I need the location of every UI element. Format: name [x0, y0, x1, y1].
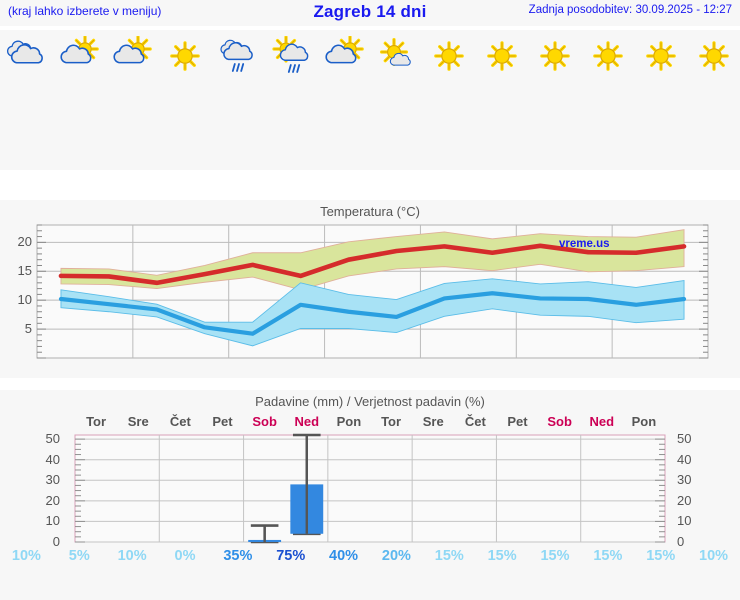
precipitation-day-label: Sob	[252, 414, 277, 429]
precipitation-probability: 10%	[11, 548, 41, 564]
precipitation-day-label: Ned	[589, 414, 615, 429]
precipitation-day-label: Sob	[547, 414, 572, 429]
precipitation-chart-title: Padavine (mm) / Verjetnost padavin (%)	[255, 394, 485, 409]
precipitation-day-label: Čet	[169, 414, 191, 429]
precipitation-day-label: Pon	[336, 414, 362, 429]
day-column[interactable]	[159, 30, 212, 76]
page-title: Zagreb 14 dni	[313, 2, 427, 21]
precipitation-probability: 15%	[540, 548, 570, 564]
precipitation-y-tick-right: 10	[677, 513, 692, 529]
precipitation-chart: Padavine (mm) / Verjetnost padavin (%) T…	[0, 390, 740, 588]
day-column[interactable]	[687, 30, 740, 76]
header-divider	[0, 26, 740, 30]
precipitation-y-tick-left: 40	[45, 451, 60, 467]
precipitation-y-tick-left: 20	[45, 492, 60, 508]
temperature-y-tick: 20	[17, 234, 32, 250]
charts-divider	[0, 378, 740, 390]
precipitation-probability: 40%	[329, 548, 359, 564]
precipitation-day-label: Čet	[464, 414, 486, 429]
day-column[interactable]	[423, 30, 476, 76]
temperature-chart: Temperatura (°C) vreme.us 5 10 15 20	[0, 200, 740, 378]
daily-forecast-strip	[0, 30, 740, 170]
sunny-icon	[423, 34, 476, 76]
cloudy-rain-icon	[211, 34, 264, 76]
precipitation-probability: 0%	[174, 548, 196, 564]
day-column[interactable]	[529, 30, 582, 76]
precipitation-plot	[74, 433, 666, 544]
precipitation-day-label: Sre	[422, 414, 444, 429]
sunny-icon	[687, 34, 740, 76]
precipitation-day-label: Ned	[294, 414, 320, 429]
precipitation-y-tick-right: 0	[677, 534, 685, 549]
precipitation-probability: 15%	[646, 548, 676, 564]
precipitation-probability: 10%	[699, 548, 729, 564]
sun-cloud-rain-icon	[264, 34, 317, 76]
sunny-icon	[529, 34, 582, 76]
partly-sunny-icon	[53, 34, 106, 76]
precipitation-probability: 15%	[487, 548, 517, 564]
day-column[interactable]	[581, 30, 634, 76]
precipitation-y-tick-right: 20	[677, 492, 692, 508]
temperature-y-tick: 10	[17, 292, 32, 308]
strip-chart-divider	[0, 170, 740, 200]
last-update-text: Zadnja posodobitev: 30.09.2025 - 12:27	[528, 4, 732, 16]
precipitation-day-label: Pet	[507, 414, 528, 429]
sunny-icon	[581, 34, 634, 76]
cloudy-icon	[0, 34, 53, 76]
precipitation-y-tick-left: 0	[52, 534, 60, 549]
precipitation-probability: 15%	[434, 548, 464, 564]
precipitation-probability: 10%	[117, 548, 147, 564]
day-column[interactable]	[634, 30, 687, 76]
temperature-y-tick: 15	[17, 263, 32, 279]
day-column[interactable]	[370, 30, 423, 76]
temperature-chart-title: Temperatura (°C)	[320, 204, 420, 219]
day-column[interactable]	[264, 30, 317, 76]
partly-sunny-icon	[317, 34, 370, 76]
sunny-icon	[159, 34, 212, 76]
day-column[interactable]	[0, 30, 53, 76]
watermark: vreme.us	[559, 238, 610, 250]
precipitation-y-tick-right: 50	[677, 431, 692, 447]
precipitation-probability: 75%	[276, 548, 306, 564]
precipitation-probability: 35%	[223, 548, 253, 564]
precipitation-day-label: Pet	[212, 414, 233, 429]
sunny-icon	[634, 34, 687, 76]
precipitation-y-tick-right: 40	[677, 451, 692, 467]
precipitation-probability: 5%	[68, 548, 90, 564]
day-column[interactable]	[106, 30, 159, 76]
precipitation-probability: 15%	[593, 548, 623, 564]
day-column[interactable]	[476, 30, 529, 76]
location-hint: (kraj lahko izberete v meniju)	[8, 4, 162, 18]
precipitation-y-tick-left: 30	[45, 472, 60, 488]
precipitation-day-label: Tor	[381, 414, 402, 429]
day-column[interactable]	[211, 30, 264, 76]
precipitation-day-label: Pon	[631, 414, 657, 429]
precipitation-y-tick-left: 50	[45, 431, 60, 447]
temperature-y-tick: 5	[24, 321, 32, 337]
temperature-plot	[36, 224, 709, 359]
partly-sunny-icon	[106, 34, 159, 76]
precipitation-y-tick-right: 30	[677, 472, 692, 488]
day-column[interactable]	[317, 30, 370, 76]
precipitation-y-tick-left: 10	[45, 513, 60, 529]
page-header: (kraj lahko izberete v meniju) Zagreb 14…	[0, 0, 740, 26]
sunny-icon	[476, 34, 529, 76]
precipitation-day-label: Sre	[127, 414, 149, 429]
day-column[interactable]	[53, 30, 106, 76]
precipitation-day-label: Tor	[86, 414, 107, 429]
sunny-small-cloud-icon	[370, 34, 423, 76]
precipitation-probability: 20%	[381, 548, 411, 564]
